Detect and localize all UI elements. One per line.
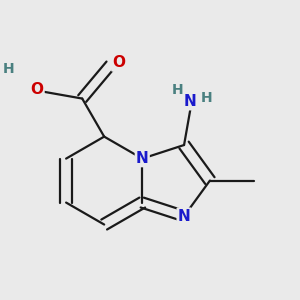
Text: H: H xyxy=(2,62,14,76)
Text: H: H xyxy=(171,83,183,97)
Text: N: N xyxy=(178,208,190,224)
Text: H: H xyxy=(200,91,212,105)
Text: N: N xyxy=(136,151,148,166)
Text: O: O xyxy=(31,82,44,97)
Text: O: O xyxy=(112,56,125,70)
Text: N: N xyxy=(183,94,196,109)
